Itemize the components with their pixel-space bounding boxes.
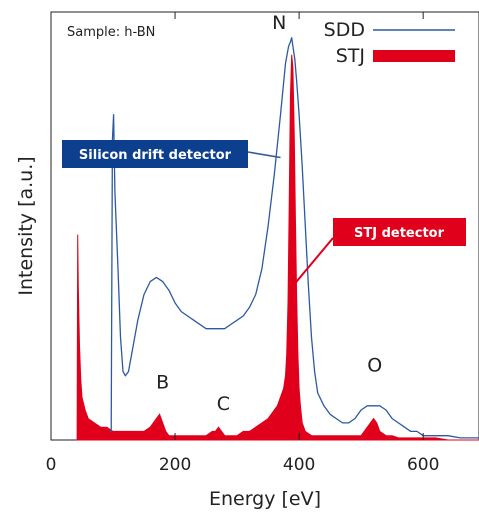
x-axis: 0 200 400 600 (46, 12, 439, 475)
x-axis-label: Energy [eV] (209, 488, 321, 510)
legend-label-sdd: SDD (324, 19, 365, 41)
stj-callout-text: STJ detector (354, 226, 445, 241)
x-tick-label: 0 (46, 455, 57, 475)
legend-swatch-stj (373, 50, 455, 62)
y-axis-label: Intensity [a.u.] (15, 156, 37, 295)
sdd-line (109, 37, 479, 439)
legend-label-stj: STJ (336, 45, 365, 67)
sdd-callout-text: Silicon drift detector (79, 148, 232, 163)
legend: SDD STJ (324, 19, 455, 67)
peak-labels: N B C O (156, 12, 382, 415)
stj-series (76, 54, 479, 441)
sample-label: Sample: h-BN (67, 25, 155, 40)
stj-callout-box (333, 218, 466, 246)
sdd-callout-leader (247, 151, 281, 159)
peak-label-c: C (217, 393, 230, 415)
peak-label-o: O (367, 355, 382, 377)
x-tick-label: 200 (159, 455, 191, 475)
sdd-callout-box (62, 140, 248, 168)
stj-callout-leader (292, 237, 334, 287)
peak-label-n: N (272, 12, 286, 34)
peak-label-b: B (156, 372, 169, 394)
x-tick-label: 600 (407, 455, 439, 475)
x-tick-label: 400 (283, 455, 315, 475)
sdd-series (109, 37, 479, 439)
stj-area (76, 54, 479, 441)
